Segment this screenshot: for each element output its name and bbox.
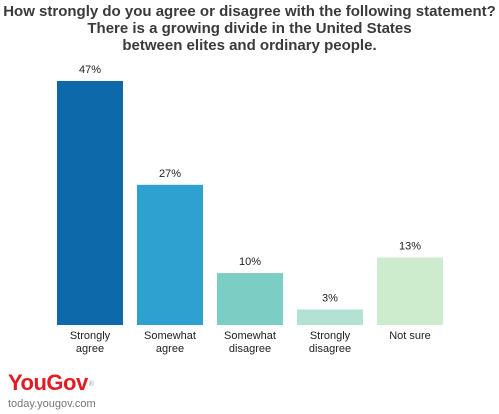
category-label-2-0: Somewhat <box>224 330 276 342</box>
category-label-0-0: Strongly <box>70 330 111 342</box>
category-label-1-1: agree <box>156 343 184 355</box>
bar-1 <box>137 184 203 325</box>
value-label-2: 10% <box>239 256 261 268</box>
bar-4 <box>377 257 443 325</box>
category-label-3-1: disagree <box>309 343 351 355</box>
yougov-logo: YouGov ® <box>8 371 96 397</box>
category-label-4-0: Not sure <box>389 330 431 342</box>
chart-title: How strongly do you agree or disagree wi… <box>0 3 499 54</box>
title-line-1: How strongly do you agree or disagree wi… <box>3 3 496 20</box>
value-label-3: 3% <box>322 292 338 304</box>
logo-text: YouGov <box>8 370 88 395</box>
value-label-4: 13% <box>399 241 421 253</box>
value-label-0: 47% <box>79 64 101 76</box>
title-line-3: between elites and ordinary people. <box>122 37 377 54</box>
site-url: today.yougov.com <box>8 398 96 410</box>
bar-0 <box>57 81 123 325</box>
title-line-2: There is a growing divide in the United … <box>87 20 412 37</box>
trademark-mark: ® <box>88 381 94 388</box>
category-label-3-0: Strongly <box>310 330 351 342</box>
bar-3 <box>297 309 363 325</box>
category-label-1-0: Somewhat <box>144 330 196 342</box>
category-label-2-1: disagree <box>229 343 271 355</box>
brand-block: YouGov ® today.yougov.com <box>8 371 96 411</box>
category-label-0-1: agree <box>76 343 104 355</box>
value-label-1: 27% <box>159 168 181 180</box>
bar-2 <box>217 273 283 325</box>
